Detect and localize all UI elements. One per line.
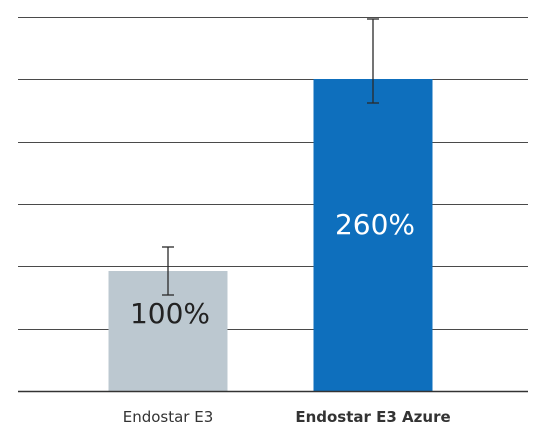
bars (108, 79, 433, 391)
value-label: 260% (335, 208, 415, 241)
category-label: Endostar E3 (123, 408, 214, 426)
error-bars (162, 18, 379, 296)
category-label: Endostar E3 Azure (295, 408, 450, 426)
value-label: 100% (130, 297, 210, 330)
category-labels: Endostar E3 Endostar E3 Azure (123, 408, 451, 426)
bar-2 (313, 79, 433, 391)
value-labels: 100% 260% (130, 208, 415, 330)
gridlines (18, 17, 528, 330)
